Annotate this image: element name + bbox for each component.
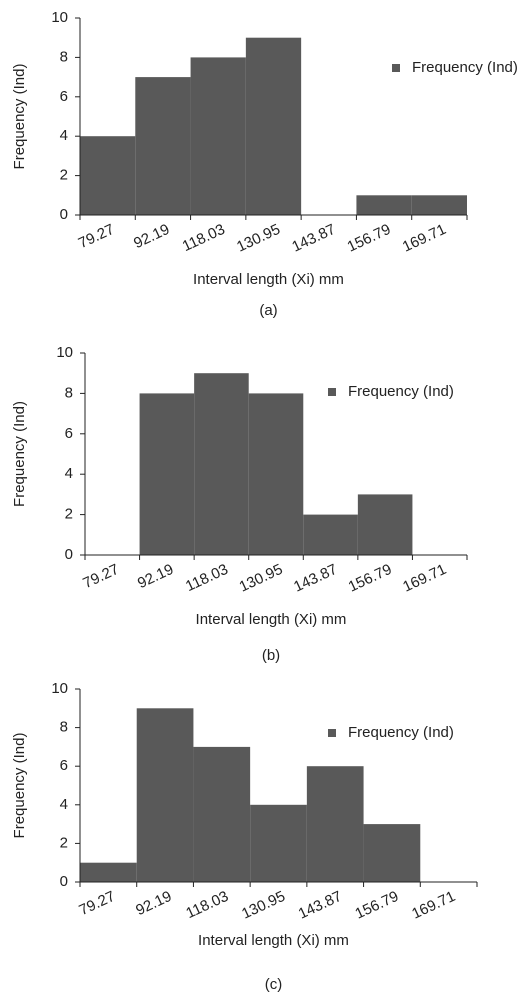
x-tick-label: 143.87 xyxy=(291,561,340,596)
caption: (b) xyxy=(262,647,280,664)
bar xyxy=(245,37,302,216)
y-tick-label: 8 xyxy=(65,384,73,401)
bar xyxy=(193,746,251,882)
x-tick-label: 118.03 xyxy=(180,221,228,255)
x-tick-label: 143.87 xyxy=(296,888,345,923)
y-tick-label: 6 xyxy=(65,425,73,442)
bar xyxy=(248,393,304,555)
y-tick-label: 10 xyxy=(51,680,68,697)
legend-label: Frequency (Ind) xyxy=(348,383,454,400)
y-tick-label: 10 xyxy=(51,9,68,26)
bar xyxy=(139,393,195,555)
x-axis-label: Interval length (Xi) mm xyxy=(193,271,344,288)
bar xyxy=(411,195,467,215)
bar xyxy=(363,824,421,882)
x-tick-label: 92.19 xyxy=(131,221,172,252)
bar xyxy=(357,494,413,555)
caption: (a) xyxy=(259,302,277,319)
legend-swatch xyxy=(328,729,336,737)
x-tick-label: 156.79 xyxy=(345,221,394,256)
bar xyxy=(135,77,191,215)
x-tick-label: 118.03 xyxy=(183,561,231,595)
y-tick-label: 2 xyxy=(65,506,73,523)
x-tick-label: 156.79 xyxy=(346,561,395,596)
y-tick-label: 4 xyxy=(60,127,68,144)
y-tick-label: 6 xyxy=(60,88,68,105)
y-tick-label: 0 xyxy=(60,206,68,223)
x-tick-label: 79.27 xyxy=(80,561,121,592)
caption: (c) xyxy=(265,976,283,993)
bar xyxy=(194,373,249,555)
y-axis-label: Frequency (Ind) xyxy=(11,64,28,170)
x-tick-label: 156.79 xyxy=(353,888,402,923)
x-tick-label: 79.27 xyxy=(77,888,118,919)
x-tick-label: 118.03 xyxy=(183,888,231,922)
legend-label: Frequency (Ind) xyxy=(412,59,518,76)
x-tick-label: 130.95 xyxy=(234,221,283,256)
x-tick-label: 130.95 xyxy=(237,561,286,596)
y-tick-label: 4 xyxy=(65,465,73,482)
bar xyxy=(250,804,307,882)
y-axis-label: Frequency (Ind) xyxy=(11,401,28,507)
y-tick-label: 4 xyxy=(60,796,68,813)
x-tick-label: 169.71 xyxy=(400,561,449,596)
x-tick-label: 92.19 xyxy=(135,561,176,592)
y-tick-label: 8 xyxy=(60,48,68,65)
y-tick-label: 0 xyxy=(65,546,73,563)
bar xyxy=(356,195,412,215)
legend-swatch xyxy=(392,64,400,72)
x-tick-label: 79.27 xyxy=(76,221,117,252)
y-tick-label: 2 xyxy=(60,834,68,851)
x-axis-label: Interval length (Xi) mm xyxy=(196,611,347,628)
bar xyxy=(136,708,194,882)
legend-label: Frequency (Ind) xyxy=(348,724,454,741)
x-tick-label: 130.95 xyxy=(239,888,288,923)
bar xyxy=(80,862,137,882)
bar xyxy=(306,766,364,882)
y-tick-label: 10 xyxy=(56,344,73,361)
x-tick-label: 169.71 xyxy=(409,888,458,923)
y-tick-label: 6 xyxy=(60,757,68,774)
bar xyxy=(303,514,358,555)
y-tick-label: 0 xyxy=(60,873,68,890)
y-axis-label: Frequency (Ind) xyxy=(11,733,28,839)
y-tick-label: 2 xyxy=(60,167,68,184)
x-tick-label: 143.87 xyxy=(289,221,338,256)
bar xyxy=(190,57,246,216)
x-axis-label: Interval length (Xi) mm xyxy=(198,932,349,949)
x-tick-label: 169.71 xyxy=(400,221,449,256)
x-tick-label: 92.19 xyxy=(133,888,174,919)
y-tick-label: 8 xyxy=(60,719,68,736)
bar xyxy=(80,136,136,215)
legend-swatch xyxy=(328,388,336,396)
